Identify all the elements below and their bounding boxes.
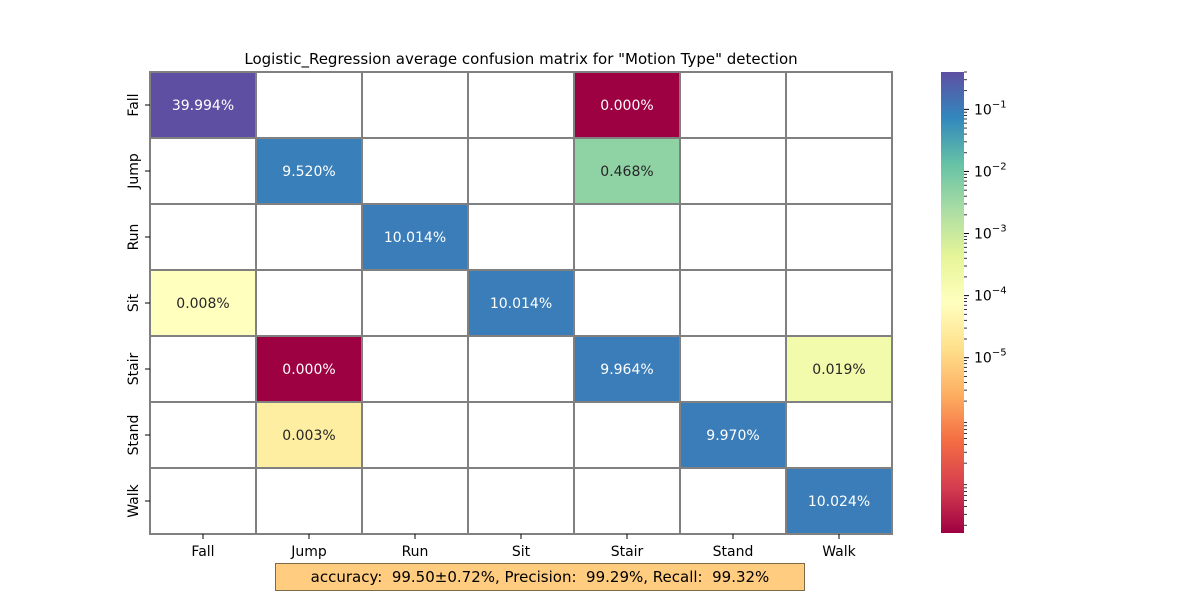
cell-value-label: 0.000% [282, 362, 335, 378]
colorbar-tick-label: 10−2 [974, 161, 1007, 180]
cell-value-label: 9.520% [282, 164, 335, 180]
heatmap-cell-empty [149, 401, 257, 469]
metrics-summary: accuracy: 99.50±0.72%, Precision: 99.29%… [275, 563, 805, 591]
column-label: Sit [512, 544, 531, 560]
heatmap-cell-empty [679, 71, 787, 139]
heatmap-cell-empty [785, 203, 893, 271]
row-label: Jump [126, 153, 142, 190]
heatmap-cell-empty [255, 71, 363, 139]
heatmap-cell-empty [679, 467, 787, 535]
cell-value-label: 10.024% [808, 494, 870, 510]
heatmap-cell-empty [149, 137, 257, 205]
heatmap-cell [573, 71, 681, 139]
row-label: Stair [126, 352, 142, 385]
heatmap-cell-empty [361, 137, 469, 205]
cell-value-label: 0.003% [282, 428, 335, 444]
heatmap-cell-empty [679, 269, 787, 337]
row-label: Sit [126, 293, 142, 312]
heatmap-cell-empty [255, 203, 363, 271]
heatmap-cell-empty [679, 203, 787, 271]
row-label: Walk [126, 483, 142, 517]
heatmap-cell-empty [149, 335, 257, 403]
heatmap-cell [785, 335, 893, 403]
heatmap-cell-empty [467, 71, 575, 139]
column-label: Jump [290, 544, 327, 560]
confusion-matrix-chart: Logistic_Regression average confusion ma… [126, 50, 1007, 560]
column-label: Stand [713, 544, 754, 560]
heatmap-cell-empty [573, 401, 681, 469]
column-labels: Fall Jump Run Sit Stair Stand Walk [191, 534, 857, 560]
heatmap-cells: 39.994% 0.000% 9.520% 0.468% 10.014% 0.008% 10… [149, 71, 893, 535]
heatmap-cell-empty [573, 269, 681, 337]
cell-value-label: 0.019% [812, 362, 865, 378]
heatmap-cell-empty [467, 401, 575, 469]
column-label: Stair [611, 544, 644, 560]
cell-value-label: 0.008% [176, 296, 229, 312]
heatmap-cell-empty [573, 203, 681, 271]
heatmap-cell-empty [361, 71, 469, 139]
heatmap-cell-empty [573, 467, 681, 535]
row-label: Run [126, 224, 142, 251]
cell-value-label: 10.014% [490, 296, 552, 312]
colorbar-tick-label: 10−3 [974, 224, 1007, 243]
colorbar-gradient [941, 72, 964, 533]
heatmap-cell-empty [149, 203, 257, 271]
heatmap-cell-empty [255, 467, 363, 535]
heatmap-cell-empty [361, 335, 469, 403]
cell-value-label: 0.468% [600, 164, 653, 180]
column-label: Walk [822, 544, 856, 560]
cell-value-label: 39.994% [172, 98, 234, 114]
heatmap-cell-empty [679, 335, 787, 403]
row-label: Stand [126, 415, 142, 456]
heatmap-cell-empty [785, 401, 893, 469]
cell-value-label: 9.970% [706, 428, 759, 444]
cell-value-label: 10.014% [384, 230, 446, 246]
heatmap-cell-empty [467, 203, 575, 271]
heatmap-cell-empty [679, 137, 787, 205]
heatmap-cell-empty [361, 467, 469, 535]
cell-value-label: 0.000% [600, 98, 653, 114]
colorbar-tick-label: 10−1 [974, 99, 1007, 118]
cell-value-label: 9.964% [600, 362, 653, 378]
heatmap-cell-empty [785, 269, 893, 337]
column-label: Run [402, 544, 429, 560]
heatmap-cell-empty [467, 467, 575, 535]
colorbar: 10−1 10−2 10−3 10−4 10−5 [941, 71, 1007, 533]
heatmap-cell-empty [361, 401, 469, 469]
heatmap-cell-empty [785, 71, 893, 139]
heatmap-cell-empty [361, 269, 469, 337]
colorbar-tick-label: 10−4 [974, 286, 1007, 305]
heatmap-cell-empty [255, 269, 363, 337]
column-label: Fall [191, 544, 214, 560]
heatmap-cell-empty [149, 467, 257, 535]
row-labels: Fall Jump Run Sit Stair Stand Walk [126, 93, 150, 518]
heatmap-cell [255, 335, 363, 403]
colorbar-tick-label: 10−5 [974, 348, 1007, 367]
heatmap-cell-empty [467, 335, 575, 403]
heatmap-cell-empty [467, 137, 575, 205]
heatmap-cell-empty [785, 137, 893, 205]
chart-title: Logistic_Regression average confusion ma… [244, 50, 797, 69]
heatmap-cell [679, 401, 787, 469]
row-label: Fall [126, 93, 142, 116]
